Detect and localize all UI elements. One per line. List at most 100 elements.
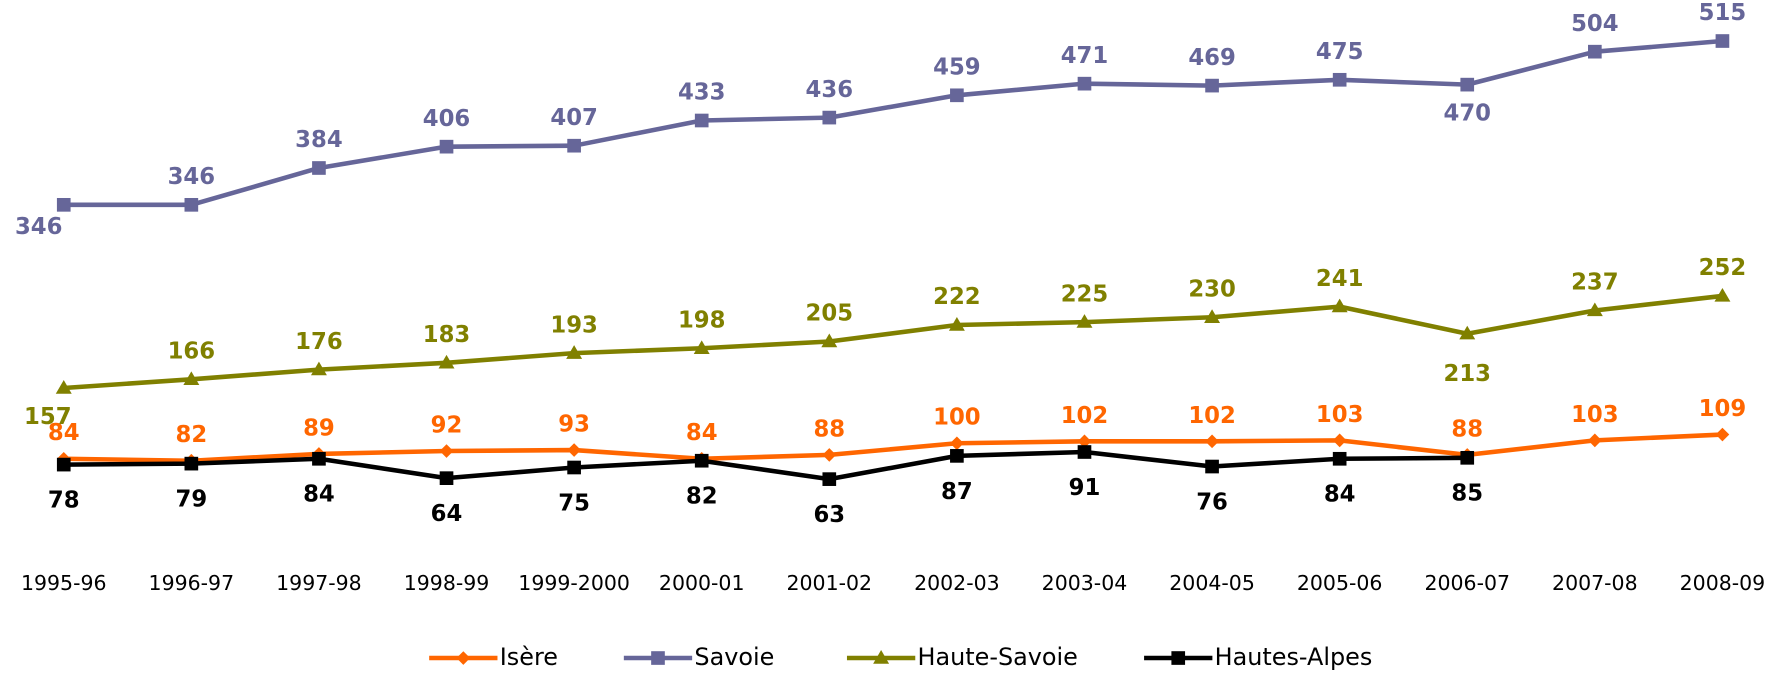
- legend-label: Hautes-Alpes: [1215, 643, 1373, 671]
- marker: [1588, 44, 1602, 59]
- marker: [312, 451, 326, 466]
- data-label: 241: [1316, 266, 1363, 292]
- marker: [456, 651, 471, 665]
- marker: [1205, 459, 1219, 474]
- data-label: 89: [303, 415, 335, 441]
- data-label: 406: [423, 106, 471, 132]
- data-label: 346: [168, 164, 216, 190]
- data-label: 79: [176, 487, 208, 513]
- marker: [1076, 314, 1093, 328]
- data-label: 100: [933, 405, 981, 431]
- marker: [1332, 72, 1347, 87]
- marker: [56, 197, 71, 212]
- data-label: 109: [1699, 396, 1746, 422]
- marker: [694, 113, 709, 128]
- data-label: 222: [933, 284, 981, 310]
- data-label: 93: [558, 412, 590, 438]
- marker: [873, 650, 890, 664]
- x-tick-label: 2008-09: [1680, 571, 1766, 595]
- marker: [55, 380, 72, 394]
- x-tick-label: 1998-99: [404, 571, 490, 595]
- data-label: 205: [806, 301, 854, 327]
- marker: [693, 340, 710, 354]
- x-tick-label: 1995-96: [21, 571, 107, 595]
- x-tick-label: 1999-2000: [518, 571, 630, 595]
- data-label: 85: [1451, 481, 1483, 507]
- marker: [1332, 433, 1347, 448]
- marker: [183, 371, 200, 385]
- data-label: 470: [1444, 101, 1492, 127]
- data-label: 166: [168, 338, 216, 364]
- x-tick-label: 2006-07: [1424, 571, 1510, 595]
- data-label: 103: [1571, 402, 1619, 428]
- marker: [950, 436, 964, 451]
- data-label: 82: [176, 422, 208, 448]
- marker: [439, 139, 454, 154]
- data-label: 193: [550, 312, 597, 338]
- x-tick-label: 2007-08: [1552, 571, 1638, 595]
- marker: [950, 88, 964, 103]
- marker: [1205, 78, 1219, 93]
- series-line: [63, 38, 1723, 208]
- marker: [950, 449, 964, 463]
- marker: [439, 471, 454, 485]
- data-label: 102: [1188, 403, 1236, 429]
- series-line: [63, 432, 1723, 463]
- data-label: 504: [1571, 11, 1619, 37]
- marker: [1204, 309, 1221, 323]
- marker: [822, 472, 837, 486]
- data-label: 91: [1069, 475, 1101, 501]
- marker: [694, 453, 709, 468]
- data-label: 157: [24, 404, 72, 430]
- marker: [567, 443, 581, 457]
- x-tick-label: 2001-02: [786, 571, 872, 595]
- x-tick-label: 2003-04: [1042, 571, 1128, 595]
- marker: [1171, 651, 1186, 665]
- data-label: 88: [1451, 416, 1483, 442]
- data-label: 384: [295, 127, 343, 153]
- x-tick-label: 2005-06: [1297, 571, 1383, 595]
- x-tick-label: 1996-97: [149, 571, 235, 595]
- marker: [1332, 451, 1347, 466]
- marker: [1077, 76, 1092, 91]
- marker: [184, 456, 199, 471]
- data-label: 230: [1188, 276, 1236, 302]
- marker: [1077, 445, 1092, 459]
- data-label: 92: [431, 412, 463, 438]
- data-label: 225: [1061, 281, 1109, 307]
- data-label: 75: [558, 490, 590, 516]
- data-label: 87: [941, 479, 973, 505]
- data-label: 475: [1316, 39, 1363, 65]
- x-tick-label: 2000-01: [659, 571, 745, 595]
- marker: [1205, 434, 1219, 449]
- data-label: 407: [550, 105, 597, 131]
- data-label: 84: [686, 420, 718, 446]
- marker: [312, 161, 326, 175]
- data-label: 63: [813, 502, 845, 528]
- data-label: 183: [423, 322, 471, 348]
- marker: [1460, 450, 1475, 465]
- data-label: 515: [1699, 0, 1746, 26]
- x-tick-label: 1997-98: [276, 571, 362, 595]
- marker: [1331, 298, 1348, 313]
- data-label: 346: [15, 214, 63, 240]
- legend-label: Savoie: [694, 643, 774, 671]
- marker: [1715, 427, 1730, 442]
- series-line: [63, 293, 1723, 391]
- x-tick-label: 2004-05: [1169, 571, 1255, 595]
- marker: [310, 361, 327, 376]
- marker: [439, 444, 454, 458]
- data-label: 433: [678, 80, 726, 106]
- marker: [56, 457, 71, 472]
- marker: [438, 354, 455, 369]
- marker: [1714, 287, 1731, 302]
- marker: [651, 651, 665, 665]
- marker: [566, 345, 583, 359]
- data-label: 82: [686, 484, 718, 510]
- marker: [1715, 34, 1730, 48]
- data-label: 469: [1188, 45, 1236, 71]
- data-label: 103: [1316, 402, 1363, 428]
- data-label: 459: [933, 54, 981, 80]
- marker: [184, 197, 199, 212]
